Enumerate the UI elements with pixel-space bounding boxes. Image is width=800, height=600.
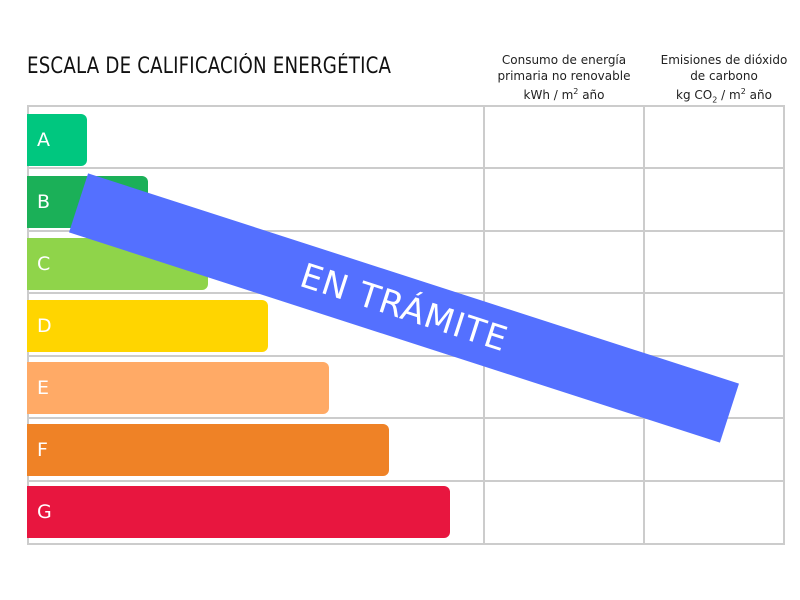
unit-sup: 2 [740, 87, 746, 96]
header-line: Emisiones de dióxido [660, 53, 788, 67]
page-title: ESCALA DE CALIFICACIÓN ENERGÉTICA [27, 54, 392, 79]
rating-bar-a: A [27, 114, 87, 166]
unit-text: kg CO [676, 88, 713, 102]
unit-sup: 2 [573, 87, 579, 96]
header-line: Consumo de energía [501, 53, 627, 67]
column-header-emisiones: Emisiones de dióxido de carbono kg CO2 /… [644, 52, 800, 108]
unit-sub: 2 [712, 95, 718, 105]
header-unit: kg CO2 / m2 año [644, 84, 800, 108]
row-divider [27, 355, 785, 357]
row-divider [27, 480, 785, 482]
row-divider [27, 230, 785, 232]
unit-text: kWh / m [523, 88, 574, 102]
row-divider [27, 417, 785, 419]
header-line: de carbono [690, 69, 758, 83]
unit-text: año [745, 88, 772, 102]
unit-text: año [578, 88, 605, 102]
rating-bar-g: G [27, 486, 450, 538]
rating-bar-d: D [27, 300, 268, 352]
header-unit: kWh / m2 año [484, 84, 644, 103]
row-divider [27, 167, 785, 169]
unit-text: / m [717, 88, 741, 102]
rating-bar-f: F [27, 424, 389, 476]
column-header-consumo: Consumo de energía primaria no renovable… [484, 52, 644, 103]
header-line: primaria no renovable [497, 69, 631, 83]
column-divider [643, 105, 645, 545]
rating-bar-e: E [27, 362, 329, 414]
